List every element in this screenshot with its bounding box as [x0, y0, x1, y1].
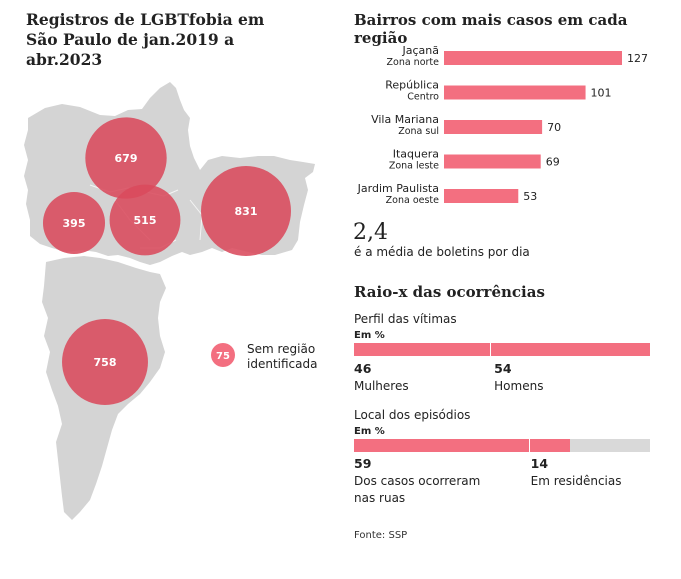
- bubble-zona-sul: [62, 319, 148, 405]
- bar-0: [444, 51, 622, 65]
- perfil-segment-homens: [491, 343, 650, 356]
- legend-label-line: identificada: [247, 357, 317, 371]
- perfil-stacked-bar: [354, 343, 650, 356]
- bubble-zona-norte: [85, 117, 167, 199]
- bar-subcategory: Zona leste: [389, 161, 439, 172]
- legend-bubble: [211, 343, 235, 367]
- city-shape: [24, 82, 315, 520]
- local-unit: Em %: [354, 426, 385, 437]
- bar-category: Jaçanã: [402, 44, 440, 57]
- perfil-label-mulheres: Mulheres: [354, 379, 409, 393]
- bar-4: [444, 189, 519, 203]
- local-value-residencias: 14: [530, 456, 549, 471]
- legend-label-line: Sem região: [247, 342, 315, 356]
- bubble-centro: [109, 184, 181, 256]
- perfil-unit: Em %: [354, 330, 385, 341]
- bar-category: Vila Mariana: [371, 113, 439, 126]
- bar-3: [444, 154, 541, 169]
- bubble-value: 758: [94, 356, 117, 369]
- source-note: Fonte: SSP: [354, 530, 408, 541]
- perfil-title: Perfil das vítimas: [354, 312, 457, 326]
- bars-title: Bairros com mais casos em cada região: [354, 11, 628, 47]
- local-label-residencias: Em residências: [530, 474, 622, 488]
- local-segment-ruas: [354, 439, 529, 452]
- bar-category: Itaquera: [393, 148, 439, 161]
- bar-value: 101: [591, 87, 612, 100]
- bar-value: 69: [546, 156, 560, 169]
- bar-value: 70: [547, 121, 561, 134]
- sao-paulo-map: 679 395 515 831 758 75 Sem região identificad…: [24, 82, 317, 520]
- perfil-label-homens: Homens: [494, 379, 544, 393]
- perfil-value-homens: 54: [494, 361, 512, 376]
- bubble-zona-oeste: [42, 191, 106, 255]
- bubble-value: 395: [63, 217, 86, 230]
- legend-bubble-value: 75: [216, 351, 230, 362]
- bar-subcategory: Centro: [407, 92, 439, 103]
- bubble-value: 515: [134, 214, 157, 227]
- legend-label: Sem região identificada: [247, 342, 317, 371]
- average-value: 2,4: [353, 220, 388, 245]
- average-label: é a média de boletins por dia: [354, 245, 530, 259]
- local-stacked-bar: [354, 439, 650, 452]
- local-value-ruas: 59: [354, 456, 372, 471]
- bar-subcategory: Zona norte: [387, 57, 440, 68]
- local-segment-residencias: [529, 439, 571, 452]
- bubble-value: 679: [115, 152, 138, 165]
- bar-value: 127: [627, 52, 648, 65]
- local-label-ruas: Dos casos ocorreram nas ruas: [354, 474, 481, 505]
- map-title: Registros de LGBTfobia em São Paulo de j…: [26, 10, 265, 69]
- bar-value: 53: [523, 190, 537, 203]
- local-title: Local dos episódios: [354, 408, 471, 422]
- bar-2: [444, 120, 543, 134]
- perfil-value-mulheres: 46: [354, 361, 372, 376]
- bar-category: República: [385, 79, 439, 92]
- bar-category: Jardim Paulista: [357, 182, 439, 195]
- bubble-value: 831: [235, 205, 258, 218]
- local-segment-rest: [570, 439, 650, 452]
- bubble-zona-leste: [201, 166, 291, 256]
- bar-1: [444, 85, 586, 100]
- bar-subcategory: Zona oeste: [386, 195, 440, 206]
- raiox-title: Raio-x das ocorrências: [354, 283, 545, 301]
- perfil-segment-mulheres: [354, 343, 491, 356]
- region-bubbles: 679 395 515 831 758: [42, 117, 291, 405]
- bar-subcategory: Zona sul: [398, 126, 439, 137]
